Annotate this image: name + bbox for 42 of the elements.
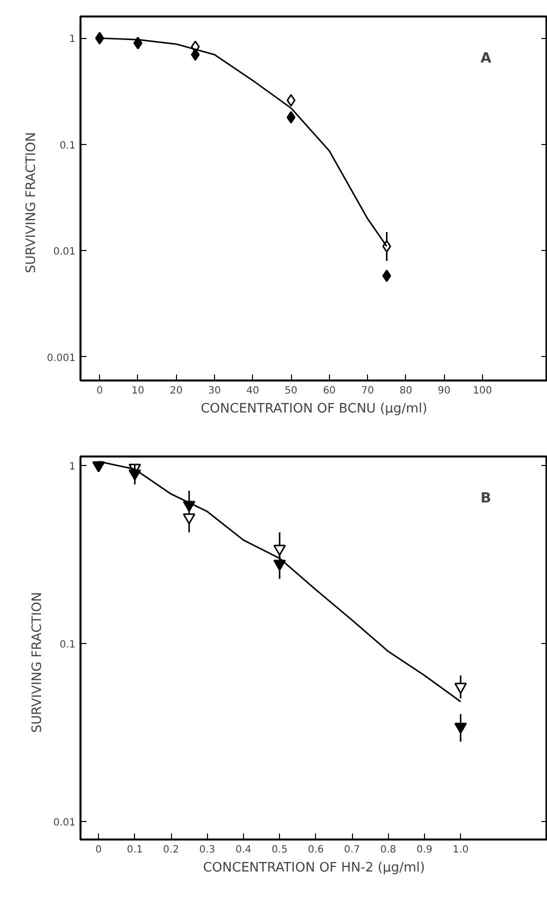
point — [182, 513, 196, 524]
x-tick-label: 0.6 — [308, 844, 324, 856]
y-tick-label: 0.001 — [46, 352, 76, 364]
point — [273, 560, 286, 571]
point — [190, 48, 200, 61]
x-tick-label: 10 — [132, 386, 144, 396]
point — [273, 544, 286, 556]
y-tick-label: 0.01 — [53, 817, 76, 828]
y-tick-label: 1 — [69, 461, 76, 472]
y-axis-title: SURVIVING FRACTION — [24, 132, 39, 274]
x-tick-label: 20 — [170, 386, 183, 396]
x-tick-label: 70 — [361, 386, 374, 396]
y-tick-label: 0.1 — [60, 639, 76, 650]
y-tick-label: 1 — [69, 34, 76, 46]
x-tick-label: 0 — [96, 386, 103, 396]
x-axis-title: CONCENTRATION OF BCNU (μg/ml) — [200, 402, 428, 416]
x-tick-label: 100 — [472, 386, 492, 396]
x-tick-label: 0.8 — [380, 844, 396, 856]
x-tick-label: 80 — [400, 386, 412, 396]
x-tick-label: 0.7 — [344, 844, 360, 856]
x-tick-label: 1.0 — [452, 844, 469, 856]
annotation: B — [480, 490, 492, 506]
x-tick-label: 60 — [322, 386, 336, 396]
x-axis-title: CONCENTRATION OF HN-2 (μg/ml) — [203, 860, 426, 876]
x-tick-label: 50 — [284, 386, 298, 396]
x-tick-label: 0.2 — [163, 844, 179, 856]
point — [382, 270, 392, 282]
y-axis-title: SURVIVING FRACTION — [30, 592, 46, 733]
x-tick-label: 90 — [438, 386, 451, 396]
x-tick-label: 30 — [208, 386, 221, 396]
x-tick-label: 0.1 — [126, 844, 143, 856]
y-tick-label: 0.01 — [53, 246, 76, 258]
x-tick-label: 0.9 — [416, 844, 432, 856]
x-tick-label: 0.5 — [272, 844, 288, 856]
point — [454, 682, 467, 694]
x-tick-label: 0.4 — [235, 844, 252, 856]
x-tick-label: 40 — [246, 386, 260, 396]
point — [454, 722, 467, 734]
x-tick-label: 0.3 — [199, 844, 216, 856]
y-tick-label: 0.1 — [60, 140, 76, 152]
x-tick-label: 0 — [95, 844, 102, 856]
annotation: A — [480, 50, 492, 66]
